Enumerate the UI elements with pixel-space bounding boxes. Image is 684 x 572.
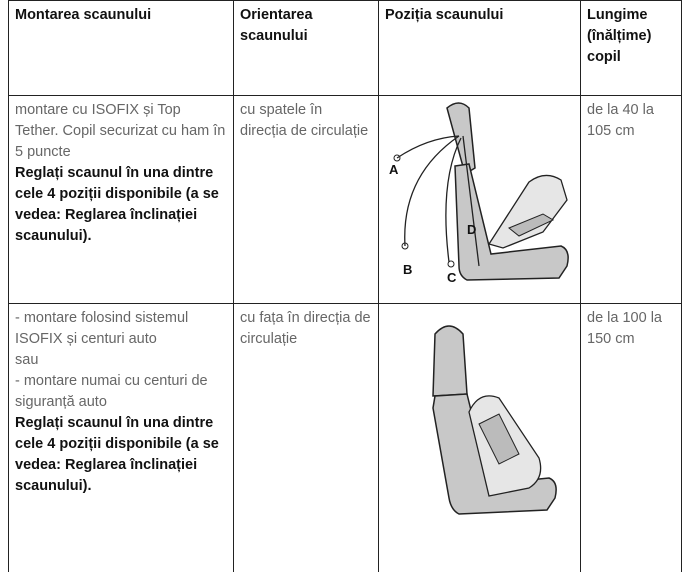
figure-cell: A B C D xyxy=(378,95,581,304)
header: Orientarea scaunului xyxy=(233,0,379,96)
mounting-text: - montare folosind sistemul ISOFIX și ce… xyxy=(15,310,189,347)
figure-label: D xyxy=(467,222,476,237)
orientation-cell: cu spatele în direcția de circulație xyxy=(233,95,379,304)
header: Poziția scaunului xyxy=(378,0,581,96)
length-cell: de la 40 la 105 cm xyxy=(580,95,682,304)
figure-label: B xyxy=(403,262,412,277)
note: Reglați scaunul în una dintre cele 4 poz… xyxy=(15,165,219,244)
figure-cell xyxy=(378,303,581,572)
header: Montarea scaunului xyxy=(8,0,234,96)
seat-figure-rear: A B C D xyxy=(389,102,569,285)
row: - montare folosind sistemul ISOFIX și ce… xyxy=(8,303,682,572)
seat-figure-forward xyxy=(432,325,557,515)
mounting-text: montare cu ISOFIX și Top Tether. Copil s… xyxy=(15,102,226,160)
mounting-cell: - montare folosind sistemul ISOFIX și ce… xyxy=(8,303,234,572)
header-row: Montarea scaunului Orientarea scaunului … xyxy=(8,0,682,96)
mounting-cell: montare cu ISOFIX și Top Tether. Copil s… xyxy=(8,95,234,304)
header: Lungime (înălțime) copil xyxy=(580,0,682,96)
row: montare cu ISOFIX și Top Tether. Copil s… xyxy=(8,95,682,304)
mounting-text: sau xyxy=(15,352,39,368)
figure-label: C xyxy=(447,270,457,285)
note: Reglați scaunul în una dintre cele 4 poz… xyxy=(15,415,219,494)
orientation-cell: cu fața în direcția de circulație xyxy=(233,303,379,572)
length-cell: de la 100 la 150 cm xyxy=(580,303,682,572)
figure-label: A xyxy=(389,162,399,177)
seat-table: Montarea scaunului Orientarea scaunului … xyxy=(8,0,682,572)
mounting-text: - montare numai cu centuri de siguranță … xyxy=(15,373,208,410)
